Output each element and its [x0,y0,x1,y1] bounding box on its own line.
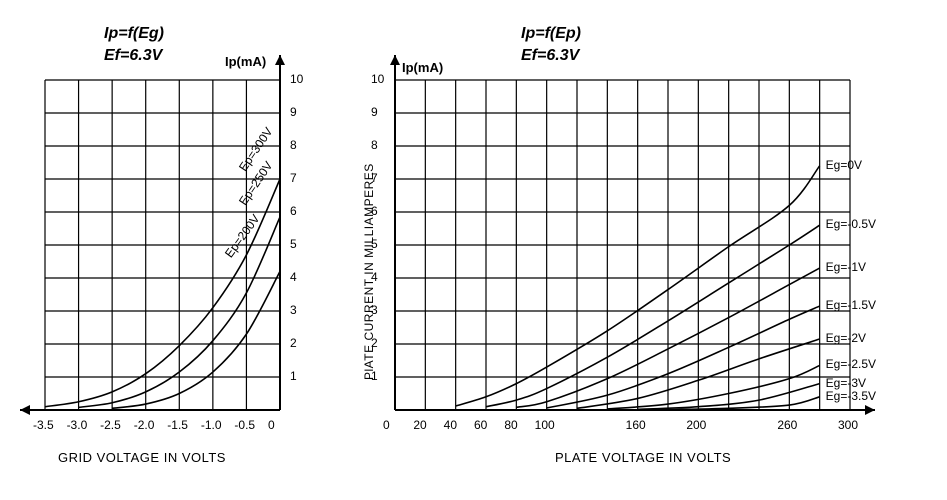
right-chart-xtick: 40 [444,418,457,432]
left-chart-xtick: -2.5 [100,418,121,432]
right-chart-xtick: 100 [535,418,555,432]
page: Ip=f(Eg) Ef=6.3V Ip(mA) GRID VOLTAGE IN … [0,0,947,500]
right-chart-ytick: 7 [371,171,378,185]
right-chart-xtick: 80 [504,418,517,432]
right-chart-xtick: 20 [413,418,426,432]
right-chart-ytick: 9 [371,105,378,119]
left-chart-ytick: 6 [290,204,297,218]
right-chart-curve-label: Eg=0V [826,158,862,172]
left-chart-ytick: 4 [290,270,297,284]
right-chart-svg [0,0,947,440]
left-chart-xtick: -1.0 [201,418,222,432]
left-chart-ytick: 7 [290,171,297,185]
right-chart-curve-label: Eg=-2V [826,331,866,345]
right-chart-curve-label: Eg=-2.5V [826,357,876,371]
left-chart-ytick: 2 [290,336,297,350]
left-chart-ytick: 3 [290,303,297,317]
left-chart-ytick: 10 [290,72,303,86]
right-chart-xtick: 200 [686,418,706,432]
right-chart-xtick: 260 [777,418,797,432]
left-chart-ytick: 9 [290,105,297,119]
left-chart-xtick: -3.0 [67,418,88,432]
left-chart-ytick: 8 [290,138,297,152]
right-chart-xlabel: PLATE VOLTAGE IN VOLTS [555,450,731,465]
right-chart-ytick: 5 [371,237,378,251]
right-chart-curve-label: Eg=-0.5V [826,217,876,231]
left-chart-xtick: 0 [268,418,275,432]
left-chart-xtick: -3.5 [33,418,54,432]
left-chart-xtick: -2.0 [134,418,155,432]
left-chart-ytick: 5 [290,237,297,251]
right-chart-curve-label: Eg=-3.5V [826,389,876,403]
right-chart-ytick: 6 [371,204,378,218]
right-chart-ytick: 4 [371,270,378,284]
right-chart-ytick: 10 [371,72,384,86]
right-chart-xtick: 160 [626,418,646,432]
right-chart-ytick: 8 [371,138,378,152]
left-chart-ytick: 1 [290,369,297,383]
left-chart-xtick: -1.5 [167,418,188,432]
right-chart-xtick: 60 [474,418,487,432]
right-chart-curve-label: Eg=-1.5V [826,298,876,312]
right-chart-ytick: 3 [371,303,378,317]
right-chart-ytick: 2 [371,336,378,350]
right-chart-xtick: 300 [838,418,858,432]
right-chart-xtick: 0 [383,418,390,432]
right-chart-curve-label: Eg=-3V [826,376,866,390]
right-chart-curve-label: Eg=-1V [826,260,866,274]
left-chart-xlabel: GRID VOLTAGE IN VOLTS [58,450,226,465]
left-chart-xtick: -0.5 [234,418,255,432]
right-chart-ytick: 1 [371,369,378,383]
